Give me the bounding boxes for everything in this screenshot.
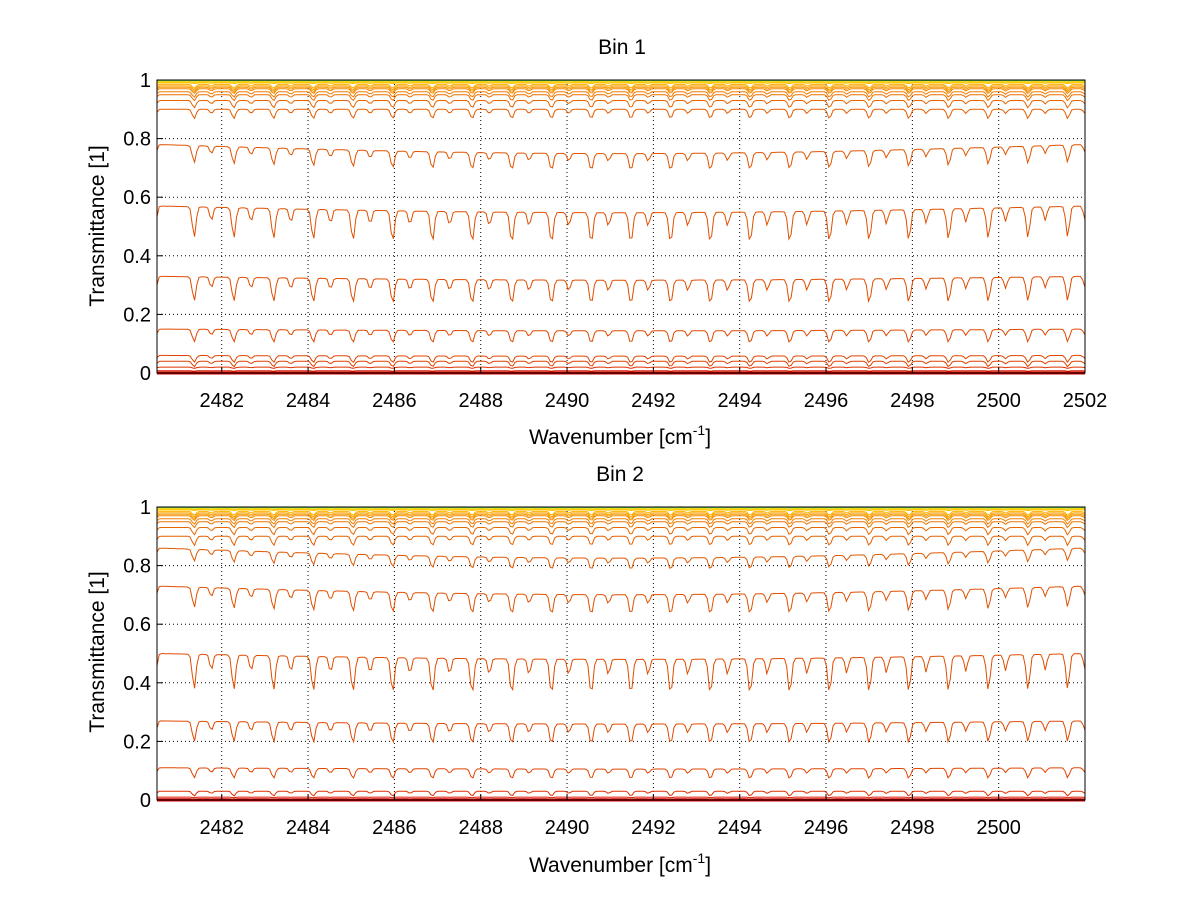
y-tick-label: 1 (140, 497, 151, 519)
y-tick-label: 0.4 (123, 673, 151, 695)
panel-2-xlabel-main: Wavenumber [cm (529, 854, 693, 877)
panel-1-xlabel: Wavenumber [cm-1] (529, 422, 711, 449)
x-tick-label: 2484 (286, 817, 331, 839)
y-tick-label: 0.4 (123, 246, 151, 268)
series-line (157, 797, 1085, 798)
series-line (157, 276, 1085, 301)
series-line (157, 367, 1085, 368)
series-line (157, 145, 1085, 168)
x-tick-label: 2498 (890, 817, 935, 839)
panel-1-xlabel-sup: -1 (693, 422, 706, 438)
panel-2-xlabel: Wavenumber [cm-1] (529, 850, 711, 877)
y-tick-label: 0.6 (123, 187, 151, 209)
series-line (157, 371, 1085, 372)
x-tick-label: 2490 (545, 390, 590, 412)
panel-2-ylabel: Transmittance [1] (86, 571, 109, 732)
x-tick-label: 2486 (372, 817, 417, 839)
series-line (157, 206, 1085, 239)
panel-2-xlabel-end: ] (705, 854, 711, 877)
y-tick-label: 0.2 (123, 304, 151, 326)
x-tick-label: 2490 (545, 817, 590, 839)
x-tick-label: 2488 (458, 817, 503, 839)
panel-1: Bin 1 Transmittance [1] Wavenumber [cm-1… (86, 36, 1107, 449)
series-line (157, 361, 1085, 366)
x-tick-label: 2492 (631, 390, 676, 412)
x-tick-label: 2492 (631, 817, 676, 839)
y-tick-label: 1 (140, 70, 151, 92)
panel-1-xlabel-main: Wavenumber [cm (529, 426, 693, 449)
series-line (157, 528, 1085, 535)
axes-box (157, 80, 1085, 373)
series-line (157, 510, 1085, 511)
series-line (157, 101, 1085, 108)
y-tick-label: 0 (140, 790, 151, 812)
panel-2-xlabel-sup: -1 (693, 850, 706, 866)
x-tick-label: 2494 (717, 817, 762, 839)
panel-2: Bin 2 Transmittance [1] Wavenumber [cm-1… (86, 463, 1085, 877)
series-line (157, 536, 1085, 545)
panel-1-xlabel-end: ] (705, 426, 711, 449)
x-tick-label: 2498 (890, 390, 935, 412)
axes-box (157, 507, 1085, 800)
x-tick-label: 2486 (372, 390, 417, 412)
x-tick-label: 2496 (804, 390, 849, 412)
x-tick-label: 2496 (804, 817, 849, 839)
series-line (157, 721, 1085, 742)
y-tick-label: 0.8 (123, 556, 151, 578)
series-line (157, 768, 1085, 778)
x-tick-label: 2502 (1063, 390, 1108, 412)
x-tick-label: 2482 (199, 817, 244, 839)
x-tick-label: 2482 (199, 390, 244, 412)
x-tick-label: 2484 (286, 390, 331, 412)
x-tick-label: 2488 (458, 390, 503, 412)
series-line (157, 654, 1085, 690)
panel-2-title: Bin 2 (596, 463, 644, 486)
series-line (157, 522, 1085, 528)
series-line (157, 329, 1085, 342)
series-line (157, 586, 1085, 612)
series-line (157, 109, 1085, 118)
y-tick-label: 0.6 (123, 614, 151, 636)
panel-1-title: Bin 1 (598, 36, 646, 59)
panel-1-ylabel: Transmittance [1] (86, 145, 109, 306)
series-line (157, 95, 1085, 101)
y-tick-label: 0.2 (123, 731, 151, 753)
series-line (157, 83, 1085, 84)
y-tick-label: 0 (140, 363, 151, 385)
x-tick-label: 2494 (717, 390, 762, 412)
y-tick-label: 0.8 (123, 129, 151, 151)
panel-1-plot-area: 2482 2484 2486 2488 2490 2492 2494 2496 2498 2500… (123, 70, 1107, 412)
x-tick-label: 2500 (976, 817, 1021, 839)
panel-2-plot-area: 2482 2484 2486 2488 2490 2492 2494 2496 2498 2500… (123, 497, 1085, 839)
x-tick-label: 2500 (976, 390, 1021, 412)
series-line (157, 791, 1085, 796)
